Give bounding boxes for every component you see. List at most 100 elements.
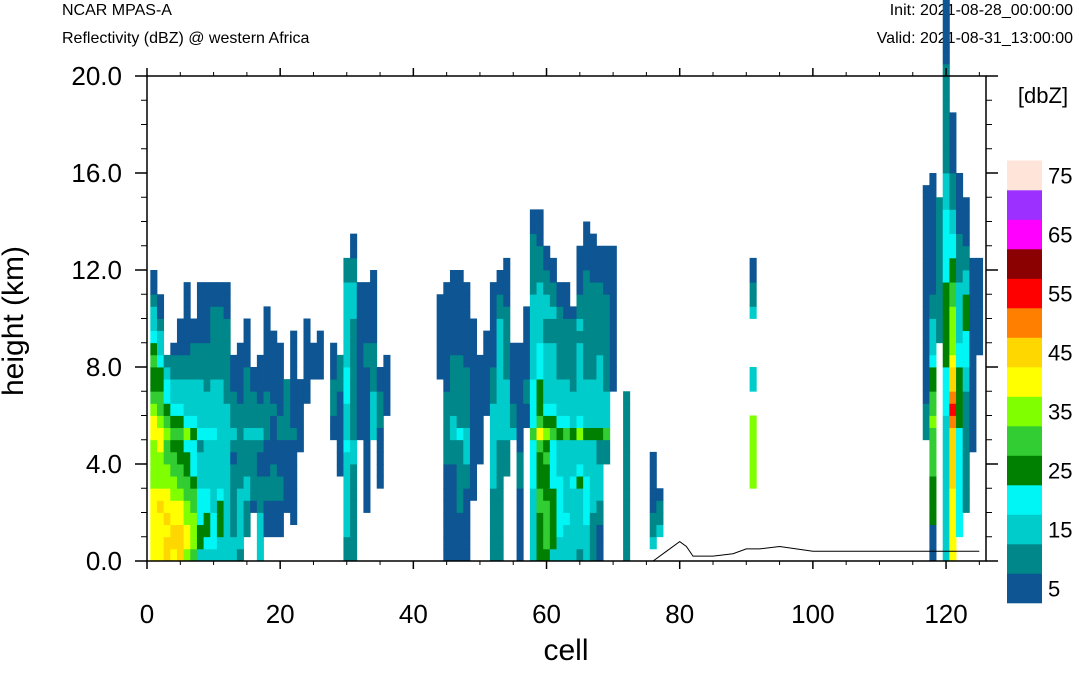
reflectivity-cell bbox=[270, 403, 278, 416]
reflectivity-cell bbox=[170, 476, 178, 489]
reflectivity-cell bbox=[749, 282, 757, 295]
reflectivity-cell bbox=[962, 391, 970, 404]
reflectivity-cell bbox=[656, 500, 664, 513]
reflectivity-cell bbox=[156, 330, 165, 344]
reflectivity-cell bbox=[250, 391, 258, 404]
reflectivity-cell bbox=[203, 451, 211, 465]
reflectivity-cell bbox=[576, 282, 584, 295]
reflectivity-cell bbox=[503, 427, 511, 441]
reflectivity-cell bbox=[183, 330, 191, 344]
reflectivity-cell bbox=[449, 318, 458, 332]
reflectivity-cell bbox=[150, 282, 158, 295]
reflectivity-cell bbox=[556, 282, 564, 295]
reflectivity-cell bbox=[962, 306, 970, 319]
reflectivity-cell bbox=[263, 427, 271, 441]
reflectivity-cell bbox=[176, 367, 185, 380]
reflectivity-cell bbox=[956, 415, 964, 429]
reflectivity-cell bbox=[456, 367, 464, 380]
reflectivity-cell bbox=[276, 427, 284, 441]
reflectivity-cell bbox=[183, 476, 191, 489]
reflectivity-cell bbox=[503, 257, 511, 271]
reflectivity-cell bbox=[150, 354, 158, 368]
reflectivity-cell bbox=[203, 524, 211, 538]
reflectivity-cell bbox=[290, 500, 298, 513]
reflectivity-cell bbox=[190, 354, 198, 368]
reflectivity-cell bbox=[183, 500, 191, 513]
reflectivity-cell bbox=[196, 391, 204, 404]
reflectivity-cell bbox=[949, 282, 957, 295]
reflectivity-cell bbox=[443, 464, 451, 477]
reflectivity-cell bbox=[529, 330, 537, 344]
reflectivity-cell bbox=[230, 391, 238, 404]
reflectivity-cell bbox=[456, 294, 464, 307]
reflectivity-cell bbox=[190, 318, 198, 332]
reflectivity-cell bbox=[503, 439, 511, 453]
reflectivity-cell bbox=[529, 257, 537, 271]
reflectivity-cell bbox=[543, 488, 551, 501]
reflectivity-cell bbox=[170, 536, 178, 550]
reflectivity-cell bbox=[523, 318, 531, 332]
reflectivity-cell bbox=[290, 451, 298, 465]
reflectivity-cell bbox=[343, 306, 351, 319]
reflectivity-cell bbox=[962, 257, 970, 271]
reflectivity-cell bbox=[603, 342, 611, 356]
reflectivity-cell bbox=[210, 415, 218, 429]
reflectivity-cell bbox=[370, 330, 378, 344]
reflectivity-cell bbox=[150, 391, 158, 404]
reflectivity-cell bbox=[556, 403, 564, 416]
reflectivity-cell bbox=[150, 367, 158, 380]
reflectivity-cell bbox=[370, 282, 378, 295]
colorbar: 5 15 25 35 45 55 65 75 bbox=[1007, 160, 1072, 604]
reflectivity-cell bbox=[350, 318, 358, 332]
reflectivity-cell bbox=[529, 464, 537, 477]
reflectivity-cell bbox=[549, 488, 557, 501]
reflectivity-cell bbox=[163, 476, 171, 489]
reflectivity-cell bbox=[536, 354, 544, 368]
reflectivity-cell bbox=[509, 354, 517, 368]
reflectivity-cell bbox=[330, 415, 338, 429]
reflectivity-cell bbox=[210, 379, 218, 392]
reflectivity-cell bbox=[543, 245, 551, 259]
reflectivity-cell bbox=[656, 488, 664, 501]
reflectivity-cell bbox=[969, 415, 977, 429]
reflectivity-cell bbox=[543, 282, 551, 295]
reflectivity-cell bbox=[549, 403, 557, 416]
reflectivity-cell bbox=[489, 282, 497, 295]
reflectivity-cell bbox=[296, 427, 304, 441]
reflectivity-cell bbox=[370, 270, 378, 283]
reflectivity-cell bbox=[496, 318, 504, 332]
reflectivity-cell bbox=[583, 342, 591, 356]
reflectivity-cell bbox=[596, 245, 604, 259]
reflectivity-cell bbox=[330, 391, 338, 404]
reflectivity-cell bbox=[210, 524, 218, 538]
reflectivity-cell bbox=[496, 342, 504, 356]
reflectivity-cell bbox=[949, 173, 957, 186]
reflectivity-cell bbox=[942, 548, 950, 562]
reflectivity-cell bbox=[509, 379, 517, 392]
reflectivity-cell bbox=[589, 294, 597, 307]
reflectivity-cell bbox=[310, 354, 318, 368]
reflectivity-cell bbox=[236, 379, 244, 392]
reflectivity-cell bbox=[449, 536, 458, 550]
reflectivity-cell bbox=[536, 367, 544, 380]
reflectivity-cell bbox=[503, 415, 511, 429]
reflectivity-cell bbox=[236, 548, 244, 562]
reflectivity-cell bbox=[556, 379, 564, 392]
reflectivity-cell bbox=[223, 476, 231, 489]
reflectivity-cell bbox=[549, 524, 557, 538]
reflectivity-cell bbox=[942, 27, 950, 41]
reflectivity-cell bbox=[556, 427, 564, 441]
reflectivity-cell bbox=[563, 476, 571, 489]
reflectivity-cell bbox=[942, 221, 950, 235]
reflectivity-cell bbox=[583, 391, 591, 404]
reflectivity-cell bbox=[463, 548, 471, 562]
reflectivity-cell bbox=[449, 451, 458, 465]
reflectivity-cell bbox=[276, 354, 284, 368]
reflectivity-cell bbox=[210, 354, 218, 368]
reflectivity-cell bbox=[183, 294, 191, 307]
reflectivity-cell bbox=[563, 403, 571, 416]
reflectivity-cell bbox=[243, 318, 251, 332]
reflectivity-cell bbox=[956, 391, 964, 404]
reflectivity-cell bbox=[276, 415, 284, 429]
reflectivity-cell bbox=[942, 464, 950, 477]
